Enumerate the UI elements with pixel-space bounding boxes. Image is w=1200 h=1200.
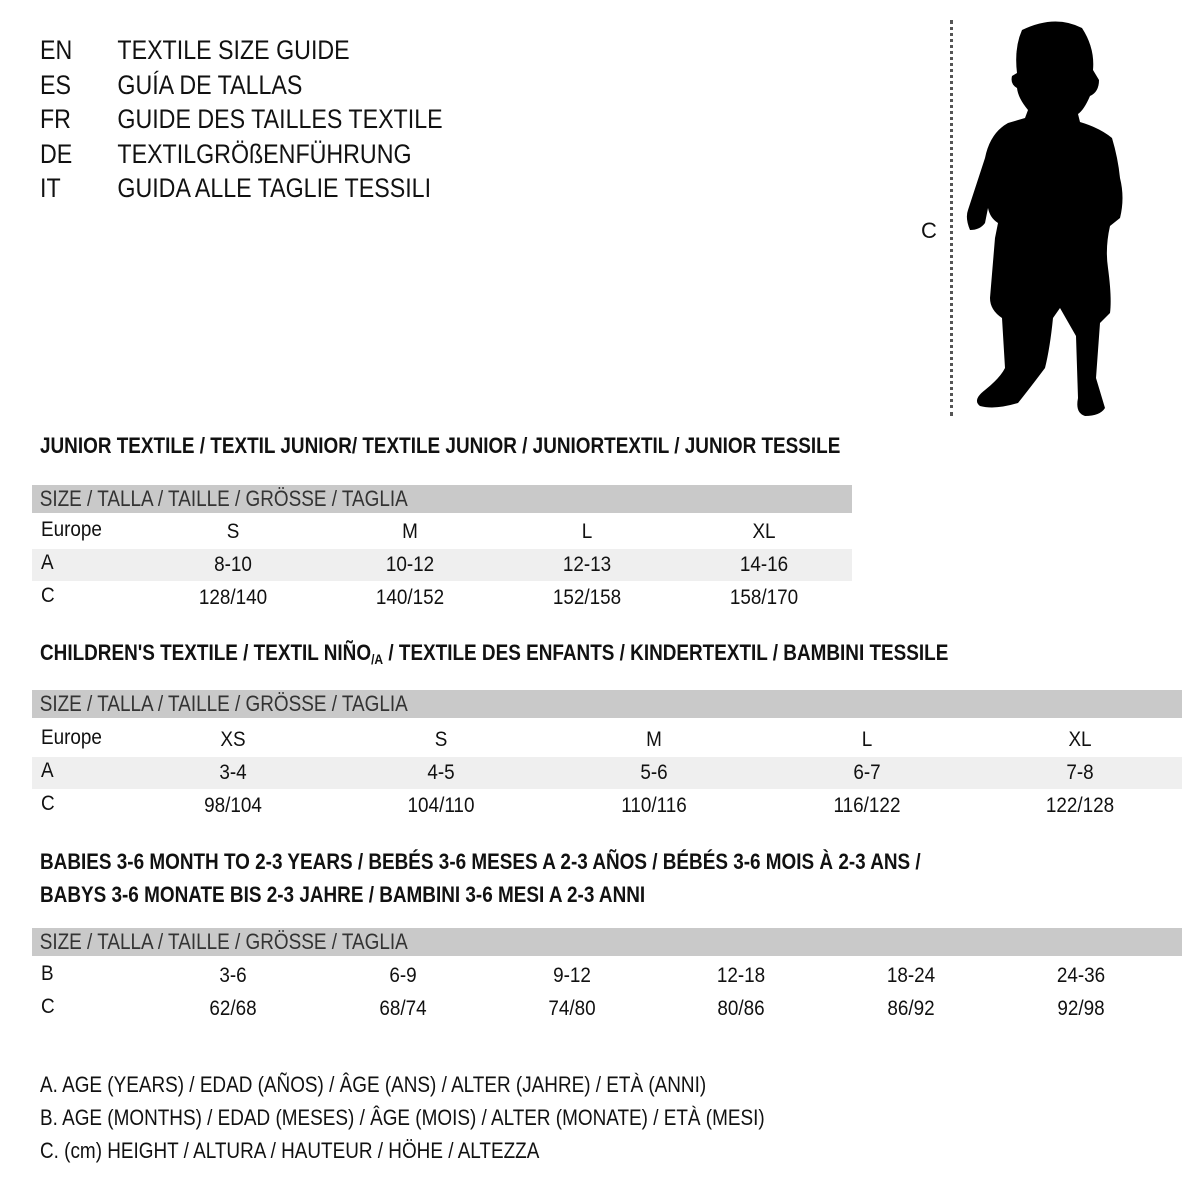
table-cell: 110/116 xyxy=(621,794,687,817)
row-label: C xyxy=(41,995,55,1018)
table-cell: 80/86 xyxy=(717,997,765,1020)
babies-section-title-line1: BABIES 3-6 MONTH TO 2-3 YEARS / BEBÉS 3-… xyxy=(40,849,921,874)
children-size-header: SIZE / TALLA / TAILLE / GRÖSSE / TAGLIA xyxy=(32,690,1182,718)
language-code: IT xyxy=(40,173,61,203)
language-row: DE TEXTILGRÖßENFÜHRUNG xyxy=(40,137,412,172)
babies-section-title-line2: BABYS 3-6 MONATE BIS 2-3 JAHRE / BAMBINI… xyxy=(40,882,646,907)
table-row: Europe XS S M L XL xyxy=(32,724,1182,756)
table-cell: 104/110 xyxy=(407,794,475,817)
table-cell: 158/170 xyxy=(729,586,799,609)
table-row: C 62/68 68/74 74/80 80/86 86/92 92/98 xyxy=(32,993,1182,1025)
table-row: B 3-6 6-9 9-12 12-18 18-24 24-36 xyxy=(32,960,1182,992)
row-label: A xyxy=(41,759,54,782)
language-code: DE xyxy=(40,138,73,169)
babies-size-header: SIZE / TALLA / TAILLE / GRÖSSE / TAGLIA xyxy=(32,928,1182,956)
table-cell: 9-12 xyxy=(553,964,591,987)
table-cell: 7-8 xyxy=(1066,761,1094,784)
table-cell: 10-12 xyxy=(385,553,435,576)
table-cell: 12-18 xyxy=(716,964,766,987)
language-title: GUIDE DES TAILLES TEXTILE xyxy=(117,104,443,134)
table-cell: 92/98 xyxy=(1057,997,1105,1020)
table-cell: 116/122 xyxy=(833,794,901,817)
table-cell: 152/158 xyxy=(552,586,622,609)
table-cell: S xyxy=(434,728,448,751)
language-code: FR xyxy=(40,104,71,134)
table-cell: 74/80 xyxy=(548,997,596,1020)
table-row: A 8-10 10-12 12-13 14-16 xyxy=(32,549,852,581)
table-cell: 12-13 xyxy=(562,553,612,576)
table-cell: 122/128 xyxy=(1045,794,1115,817)
language-title: TEXTILGRÖßENFÜHRUNG xyxy=(117,138,412,169)
legend-item: B. AGE (MONTHS) / EDAD (MESES) / ÂGE (MO… xyxy=(40,1105,765,1130)
table-row: C 98/104 104/110 110/116 116/122 122/128 xyxy=(32,790,1182,822)
table-row: Europe S M L XL xyxy=(32,516,852,548)
table-cell: L xyxy=(861,728,873,751)
legend-item: C. (cm) HEIGHT / ALTURA / HAUTEUR / HÖHE… xyxy=(40,1138,540,1163)
child-silhouette-icon xyxy=(966,21,1123,416)
table-cell: 86/92 xyxy=(887,997,935,1020)
table-cell: 18-24 xyxy=(886,964,936,987)
language-code: EN xyxy=(40,35,73,65)
table-cell: M xyxy=(402,520,418,543)
table-cell: 8-10 xyxy=(214,553,252,576)
row-label: Europe xyxy=(41,726,102,749)
language-row: IT GUIDA ALLE TAGLIE TESSILI xyxy=(40,171,431,206)
language-title: GUÍA DE TALLAS xyxy=(117,69,303,100)
table-cell: 4-5 xyxy=(427,761,455,784)
row-label: Europe xyxy=(41,518,102,541)
row-label: A xyxy=(41,551,54,574)
table-row: A 3-4 4-5 5-6 6-7 7-8 xyxy=(32,757,1182,789)
language-title: GUIDA ALLE TAGLIE TESSILI xyxy=(117,173,432,203)
language-row: EN TEXTILE SIZE GUIDE xyxy=(40,33,350,68)
table-cell: 68/74 xyxy=(379,997,427,1020)
table-row: C 128/140 140/152 152/158 158/170 xyxy=(32,582,852,614)
table-cell: 14-16 xyxy=(739,553,789,576)
language-row: FR GUIDE DES TAILLES TEXTILE xyxy=(40,102,443,137)
legend-item: A. AGE (YEARS) / EDAD (AÑOS) / ÂGE (ANS)… xyxy=(40,1072,707,1097)
table-cell: 24-36 xyxy=(1056,964,1106,987)
table-cell: 98/104 xyxy=(204,794,262,817)
language-code: ES xyxy=(40,69,71,100)
legend: A. AGE (YEARS) / EDAD (AÑOS) / ÂGE (ANS)… xyxy=(40,1068,883,1167)
table-cell: 62/68 xyxy=(209,997,257,1020)
language-row: ES GUÍA DE TALLAS xyxy=(40,68,302,103)
height-dotted-line xyxy=(950,20,953,416)
children-section-title: CHILDREN'S TEXTILE / TEXTIL NIÑO/A / TEX… xyxy=(40,640,949,667)
language-title: TEXTILE SIZE GUIDE xyxy=(117,35,350,65)
row-label: B xyxy=(41,962,54,985)
junior-section-title: JUNIOR TEXTILE / TEXTIL JUNIOR/ TEXTILE … xyxy=(40,433,841,458)
language-titles: EN TEXTILE SIZE GUIDE ES GUÍA DE TALLAS FR GU… xyxy=(40,33,443,206)
height-label: C xyxy=(921,218,937,243)
table-cell: 3-6 xyxy=(219,964,247,987)
junior-size-header: SIZE / TALLA / TAILLE / GRÖSSE / TAGLIA xyxy=(32,485,852,513)
table-cell: 128/140 xyxy=(198,586,268,609)
table-cell: 6-7 xyxy=(853,761,881,784)
row-label: C xyxy=(41,792,55,815)
table-cell: 3-4 xyxy=(219,761,247,784)
table-cell: 5-6 xyxy=(640,761,668,784)
table-cell: 6-9 xyxy=(389,964,417,987)
table-cell: L xyxy=(581,520,593,543)
table-cell: XL xyxy=(752,520,776,543)
table-cell: 140/152 xyxy=(375,586,445,609)
table-cell: XS xyxy=(220,728,246,751)
table-cell: XL xyxy=(1068,728,1092,751)
row-label: C xyxy=(41,584,55,607)
table-cell: M xyxy=(646,728,662,751)
table-cell: S xyxy=(226,520,240,543)
